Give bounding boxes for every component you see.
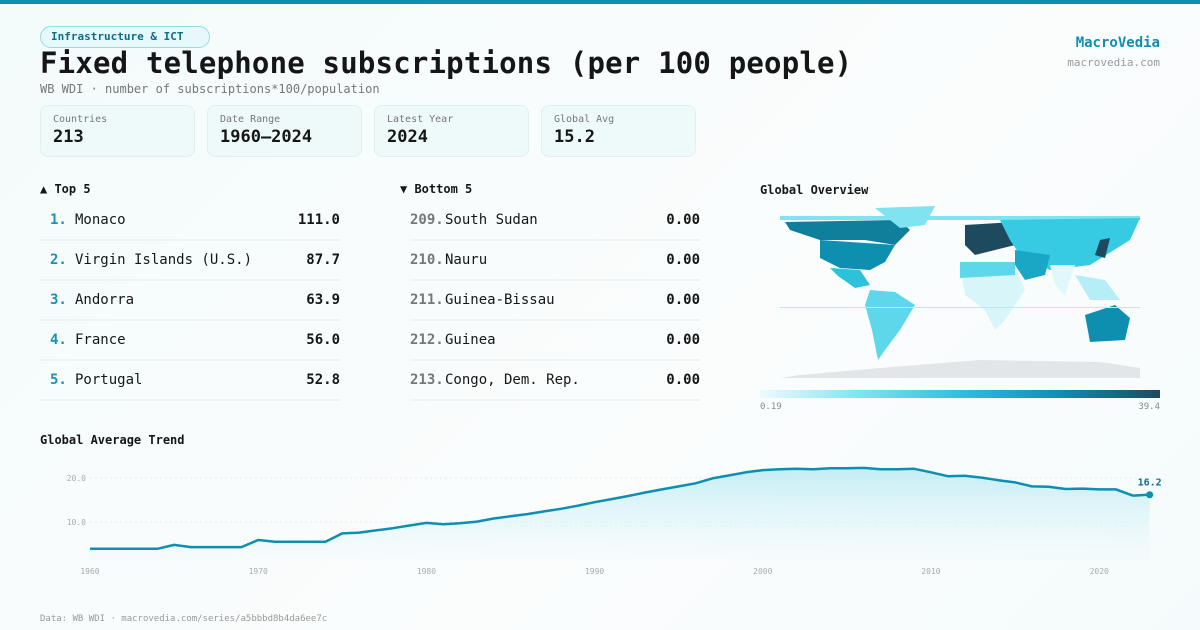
map-mexico[interactable] (830, 268, 870, 288)
color-scale-min: 0.19 (760, 402, 782, 412)
brand-url[interactable]: macrovedia.com (1067, 56, 1160, 69)
stat-card-countries: Countries 213 (40, 105, 195, 157)
country-value: 0.00 (666, 332, 700, 348)
world-map[interactable] (760, 200, 1160, 385)
country-value: 0.00 (666, 372, 700, 388)
x-tick-label: 2020 (1090, 567, 1109, 576)
category-badge[interactable]: Infrastructure & ICT (40, 26, 210, 48)
country-name: Nauru (445, 252, 488, 268)
brand-logo[interactable]: MacroVedia (1075, 35, 1160, 51)
top5-heading: ▲ Top 5 (40, 182, 91, 196)
color-scale-bar (760, 390, 1160, 398)
trend-heading: Global Average Trend (40, 433, 185, 447)
country-value: 87.7 (306, 252, 340, 268)
country-name: Guinea-Bissau (445, 292, 555, 308)
stat-card-global-avg: Global Avg 15.2 (541, 105, 696, 157)
map-middle-east[interactable] (1015, 250, 1050, 280)
bottom5-heading: ▼ Bottom 5 (400, 182, 473, 196)
x-tick-label: 2000 (753, 567, 772, 576)
ranking-row[interactable]: 212. Guinea 0.00 (410, 321, 700, 361)
trend-chart: 10.0 20.0 1960 1970 1980 1990 2000 2010 2020 16.2 (67, 466, 1162, 576)
rank-number: 209. (410, 212, 444, 228)
rank-number: 5. (50, 372, 67, 388)
ranking-row[interactable]: 4. France 56.0 (40, 321, 340, 361)
country-name: South Sudan (445, 212, 538, 228)
ranking-row[interactable]: 211. Guinea-Bissau 0.00 (410, 281, 700, 321)
country-name: Guinea (445, 332, 496, 348)
ranking-row[interactable]: 213. Congo, Dem. Rep. 0.00 (410, 361, 700, 401)
ranking-row[interactable]: 5. Portugal 52.8 (40, 361, 340, 401)
color-scale-max: 39.4 (1138, 402, 1160, 412)
country-value: 0.00 (666, 292, 700, 308)
y-tick-label: 10.0 (67, 518, 86, 527)
map-south-america[interactable] (865, 290, 915, 360)
stat-value: 213 (53, 127, 84, 147)
stat-value: 1960–2024 (220, 127, 313, 147)
x-tick-label: 1990 (585, 567, 604, 576)
stat-card-latest-year: Latest Year 2024 (374, 105, 529, 157)
stat-value: 2024 (387, 127, 428, 147)
stat-label: Countries (53, 114, 108, 125)
ranking-row[interactable]: 210. Nauru 0.00 (410, 241, 700, 281)
ranking-row[interactable]: 1. Monaco 111.0 (40, 201, 340, 241)
map-india[interactable] (1050, 265, 1075, 295)
map-japan[interactable] (1095, 238, 1110, 258)
trend-area (90, 467, 1150, 560)
trend-line (90, 466, 1150, 551)
map-africa[interactable] (960, 265, 1025, 330)
last-point-marker (1146, 491, 1154, 499)
map-canada[interactable] (785, 220, 910, 245)
map-north-africa[interactable] (960, 262, 1015, 278)
x-tick-label: 1960 (80, 567, 99, 576)
country-value: 63.9 (306, 292, 340, 308)
map-heading: Global Overview (760, 183, 869, 197)
map-arctic-band (780, 216, 1140, 220)
country-name: Virgin Islands (U.S.) (75, 252, 253, 268)
rank-number: 212. (410, 332, 444, 348)
top5-list: 1. Monaco 111.0 2. Virgin Islands (U.S.) 87.7… (40, 201, 340, 401)
ranking-row[interactable]: 2. Virgin Islands (U.S.) 87.7 (40, 241, 340, 281)
country-name: Monaco (75, 212, 126, 228)
country-name: Portugal (75, 372, 143, 388)
map-europe[interactable] (965, 222, 1015, 255)
country-value: 56.0 (306, 332, 340, 348)
country-value: 111.0 (297, 212, 340, 228)
rank-number: 3. (50, 292, 67, 308)
map-antarctica (780, 360, 1140, 378)
rank-number: 4. (50, 332, 67, 348)
page-subtitle: WB WDI · number of subscriptions*100/pop… (40, 82, 380, 96)
map-usa[interactable] (820, 240, 895, 270)
last-value-label: 16.2 (1138, 478, 1162, 489)
stat-label: Date Range (220, 114, 281, 125)
rank-number: 2. (50, 252, 67, 268)
country-name: Congo, Dem. Rep. (445, 372, 580, 388)
stat-value: 15.2 (554, 127, 595, 147)
country-name: France (75, 332, 126, 348)
country-name: Andorra (75, 292, 135, 308)
stat-label: Latest Year (387, 114, 454, 125)
map-australia[interactable] (1085, 305, 1130, 342)
page-title: Fixed telephone subscriptions (per 100 p… (40, 46, 853, 80)
rank-number: 1. (50, 212, 67, 228)
ranking-row[interactable]: 3. Andorra 63.9 (40, 281, 340, 321)
y-tick-label: 20.0 (67, 474, 86, 483)
x-tick-label: 2010 (921, 567, 940, 576)
stat-card-date-range: Date Range 1960–2024 (207, 105, 362, 157)
rank-number: 210. (410, 252, 444, 268)
map-greenland[interactable] (875, 206, 935, 228)
x-tick-label: 1970 (249, 567, 268, 576)
rank-number: 211. (410, 292, 444, 308)
bottom5-list: 209. South Sudan 0.00 210. Nauru 0.00 211. Guin… (410, 201, 700, 401)
stat-label: Global Avg (554, 114, 615, 125)
ranking-row[interactable]: 209. South Sudan 0.00 (410, 201, 700, 241)
x-tick-label: 1980 (417, 567, 436, 576)
country-value: 0.00 (666, 212, 700, 228)
country-value: 0.00 (666, 252, 700, 268)
map-equator-line (780, 307, 1140, 308)
footer-source: Data: WB WDI · macrovedia.com/series/a5b… (40, 614, 328, 624)
country-value: 52.8 (306, 372, 340, 388)
map-southeast-asia[interactable] (1075, 275, 1120, 300)
top-accent-bar (0, 0, 1200, 4)
rank-number: 213. (410, 372, 444, 388)
